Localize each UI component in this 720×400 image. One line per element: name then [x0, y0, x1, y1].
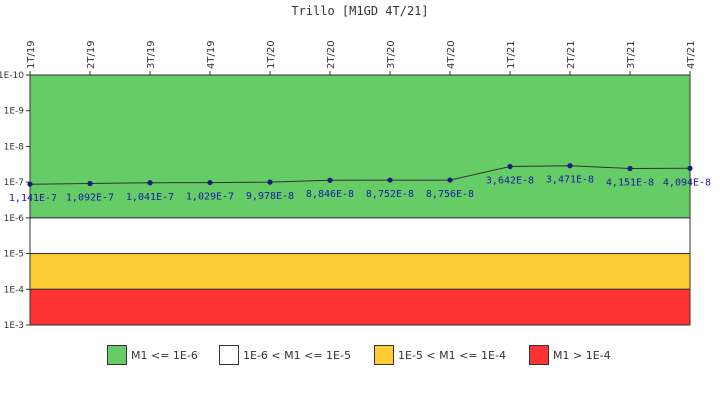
legend-swatch-band-1	[107, 345, 127, 365]
legend-item-band-2: 1E-6 < M1 <= 1E-5	[219, 344, 351, 366]
x-tick-label-11: 4T/21	[686, 40, 697, 69]
risk-bands	[29, 74, 691, 326]
data-label-9: 3,471E-8	[546, 175, 594, 186]
y-tick-label-7: 1E-3	[4, 321, 24, 331]
data-label-4: 9,978E-8	[246, 191, 294, 202]
legend-swatch-band-2	[219, 345, 239, 365]
x-tick-label-0: 1T/19	[26, 40, 37, 69]
x-tick-label-6: 3T/20	[386, 40, 397, 69]
x-tick-label-5: 2T/20	[326, 40, 337, 69]
data-point-11	[687, 165, 693, 171]
data-label-8: 3,642E-8	[486, 175, 534, 186]
x-tick-label-7: 4T/20	[446, 40, 457, 69]
data-label-6: 8,752E-8	[366, 189, 414, 200]
series-polyline	[29, 165, 691, 185]
y-tick-label-4: 1E-6	[4, 214, 25, 224]
data-label-1: 1,092E-7	[66, 193, 114, 204]
legend-item-band-1: M1 <= 1E-6	[107, 344, 198, 366]
series-line	[29, 165, 691, 185]
band-2	[29, 217, 691, 255]
legend-swatch-band-3	[374, 345, 394, 365]
x-tick-label-8: 1T/21	[506, 40, 517, 69]
data-label-7: 8,756E-8	[426, 189, 474, 200]
data-point-3	[207, 179, 213, 186]
data-point-5	[327, 177, 333, 183]
band-1	[29, 74, 691, 219]
y-axis-ticks: 1E-10 1E-9 1E-8 1E-7 1E-6 1E-5 1E-4 1E-3	[0, 71, 30, 331]
y-tick-label-5: 1E-5	[4, 250, 24, 260]
legend-label-band-2: 1E-6 < M1 <= 1E-5	[243, 348, 351, 362]
y-tick-label-0: 1E-10	[0, 71, 24, 81]
x-tick-label-4: 1T/20	[266, 40, 277, 69]
legend-label-band-1: M1 <= 1E-6	[131, 348, 198, 362]
y-tick-label-1: 1E-9	[4, 107, 25, 117]
data-point-2	[147, 180, 153, 186]
y-tick-label-3: 1E-7	[4, 178, 24, 188]
data-point-9	[567, 163, 573, 169]
data-point-10	[627, 165, 633, 172]
legend: M1 <= 1E-6 1E-6 < M1 <= 1E-5 1E-5 < M1 <…	[0, 344, 720, 368]
data-point-1	[87, 180, 93, 187]
band-3	[29, 253, 691, 290]
y-tick-label-2: 1E-8	[4, 142, 25, 152]
data-label-3: 1,029E-7	[186, 192, 234, 203]
x-tick-label-9: 2T/21	[566, 40, 577, 69]
legend-item-band-4: M1 > 1E-4	[529, 344, 611, 366]
x-tick-label-2: 3T/19	[146, 40, 157, 69]
legend-item-band-3: 1E-5 < M1 <= 1E-4	[374, 344, 506, 366]
x-axis-ticks: 1T/19 2T/19 3T/19 4T/19 1T/20 2T/20 3T/20 4T/20…	[26, 40, 697, 75]
data-point-6	[387, 177, 393, 183]
data-label-11: 4,094E-8	[663, 177, 711, 188]
legend-label-band-3: 1E-5 < M1 <= 1E-4	[398, 348, 506, 362]
legend-swatch-band-4	[529, 345, 549, 365]
series-points	[27, 163, 693, 187]
legend-label-band-4: M1 > 1E-4	[553, 348, 611, 362]
x-tick-label-1: 2T/19	[86, 40, 97, 69]
data-point-4	[267, 179, 273, 185]
data-labels: 1,141E-7 1,092E-7 1,041E-7 1,029E-7 9,978E-8…	[9, 175, 711, 204]
y-tick-label-6: 1E-4	[4, 285, 25, 295]
data-label-10: 4,151E-8	[606, 178, 654, 189]
x-tick-label-3: 4T/19	[206, 40, 217, 69]
band-4	[29, 288, 691, 326]
data-label-2: 1,041E-7	[126, 192, 174, 203]
chart-title: Trillo [M1GD 4T/21]	[291, 4, 428, 18]
x-tick-label-10: 3T/21	[626, 40, 637, 69]
data-point-7	[447, 177, 453, 183]
data-label-0: 1,141E-7	[9, 193, 57, 204]
data-point-8	[507, 163, 513, 170]
data-point-0	[27, 181, 33, 187]
data-label-5: 8,846E-8	[306, 189, 354, 200]
